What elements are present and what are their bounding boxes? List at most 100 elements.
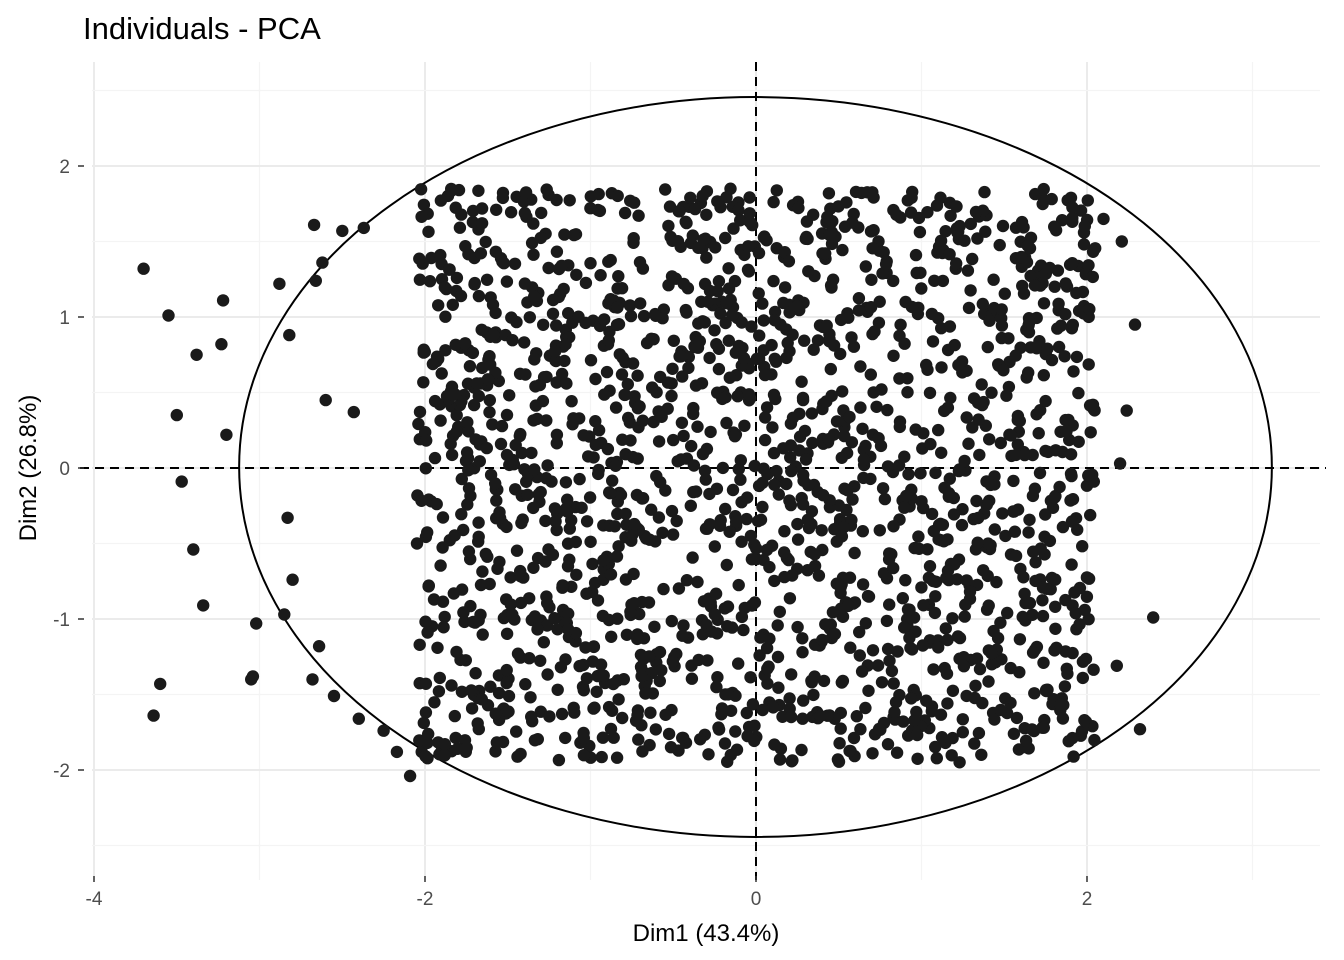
data-point — [740, 512, 753, 526]
data-point — [645, 503, 658, 516]
data-point — [421, 626, 434, 639]
data-point — [1037, 182, 1050, 196]
data-point — [888, 706, 901, 719]
data-point — [632, 733, 645, 746]
data-point — [490, 494, 503, 507]
data-point — [767, 701, 780, 714]
data-point — [952, 464, 966, 478]
data-point — [680, 574, 694, 587]
data-point — [422, 225, 435, 238]
data-point — [752, 287, 765, 300]
data-point — [674, 350, 688, 363]
data-point — [555, 707, 569, 721]
data-point — [720, 416, 733, 430]
data-point — [1002, 380, 1016, 394]
data-point — [970, 494, 983, 508]
data-point — [528, 290, 541, 303]
data-point — [1015, 215, 1029, 229]
data-point — [898, 337, 911, 350]
data-point — [492, 686, 506, 700]
data-point — [417, 376, 430, 389]
data-point — [953, 219, 966, 233]
data-point — [834, 580, 847, 594]
data-point — [215, 338, 228, 351]
data-point — [216, 294, 230, 307]
data-point — [913, 225, 927, 239]
data-point — [958, 454, 971, 468]
data-point — [915, 282, 928, 295]
data-point — [584, 535, 597, 548]
data-point — [550, 523, 563, 537]
data-point — [976, 297, 989, 311]
data-point — [726, 483, 740, 497]
data-point — [677, 619, 690, 632]
data-point — [1013, 666, 1026, 679]
data-point — [838, 429, 851, 443]
data-point — [1065, 322, 1079, 335]
data-point — [656, 526, 669, 539]
data-point — [962, 301, 976, 315]
data-point — [431, 641, 444, 654]
data-point — [887, 274, 900, 288]
data-point — [672, 582, 686, 595]
data-point — [500, 275, 514, 288]
data-point — [493, 555, 506, 569]
data-point — [964, 217, 977, 231]
data-point — [605, 630, 618, 643]
data-point — [735, 610, 749, 624]
data-point — [510, 315, 523, 329]
data-point — [472, 516, 485, 529]
data-point — [428, 394, 442, 408]
data-point — [943, 472, 956, 485]
data-point — [923, 386, 937, 400]
data-point — [472, 530, 485, 543]
data-point — [805, 505, 819, 518]
data-point — [470, 377, 483, 390]
data-point — [1040, 684, 1053, 698]
data-point — [834, 722, 847, 735]
data-point — [696, 189, 709, 203]
data-point — [941, 564, 955, 577]
data-point — [594, 269, 607, 282]
data-point — [583, 491, 597, 504]
data-point — [744, 671, 757, 684]
data-point — [562, 623, 575, 636]
data-point — [768, 314, 781, 327]
data-point — [721, 600, 735, 613]
data-point — [490, 203, 503, 216]
data-point — [1028, 279, 1042, 292]
data-point — [842, 311, 855, 324]
data-point — [554, 661, 568, 674]
data-point — [657, 582, 670, 596]
data-point — [1024, 269, 1037, 283]
data-point — [783, 345, 796, 358]
data-point — [597, 669, 610, 682]
data-point — [619, 388, 632, 401]
x-tick-label: 0 — [751, 889, 762, 910]
data-point — [584, 202, 597, 215]
data-point — [610, 318, 624, 332]
data-point — [893, 372, 906, 385]
data-point — [1086, 270, 1100, 284]
data-point — [1066, 493, 1080, 506]
data-point — [870, 400, 883, 413]
data-point — [570, 568, 583, 581]
data-point — [483, 350, 496, 363]
data-point — [728, 430, 742, 443]
data-point — [1018, 448, 1031, 462]
data-point — [994, 703, 1007, 717]
data-point — [817, 674, 831, 688]
data-point — [797, 474, 810, 487]
data-point — [1133, 723, 1147, 736]
data-point — [586, 557, 599, 571]
data-point — [476, 565, 489, 578]
data-point — [915, 495, 928, 508]
data-point — [887, 677, 900, 690]
data-point — [806, 436, 819, 450]
data-point — [757, 314, 770, 327]
data-point — [410, 537, 424, 550]
data-point — [414, 183, 428, 196]
data-point — [890, 746, 904, 759]
data-point — [712, 721, 725, 734]
data-point — [592, 463, 605, 477]
